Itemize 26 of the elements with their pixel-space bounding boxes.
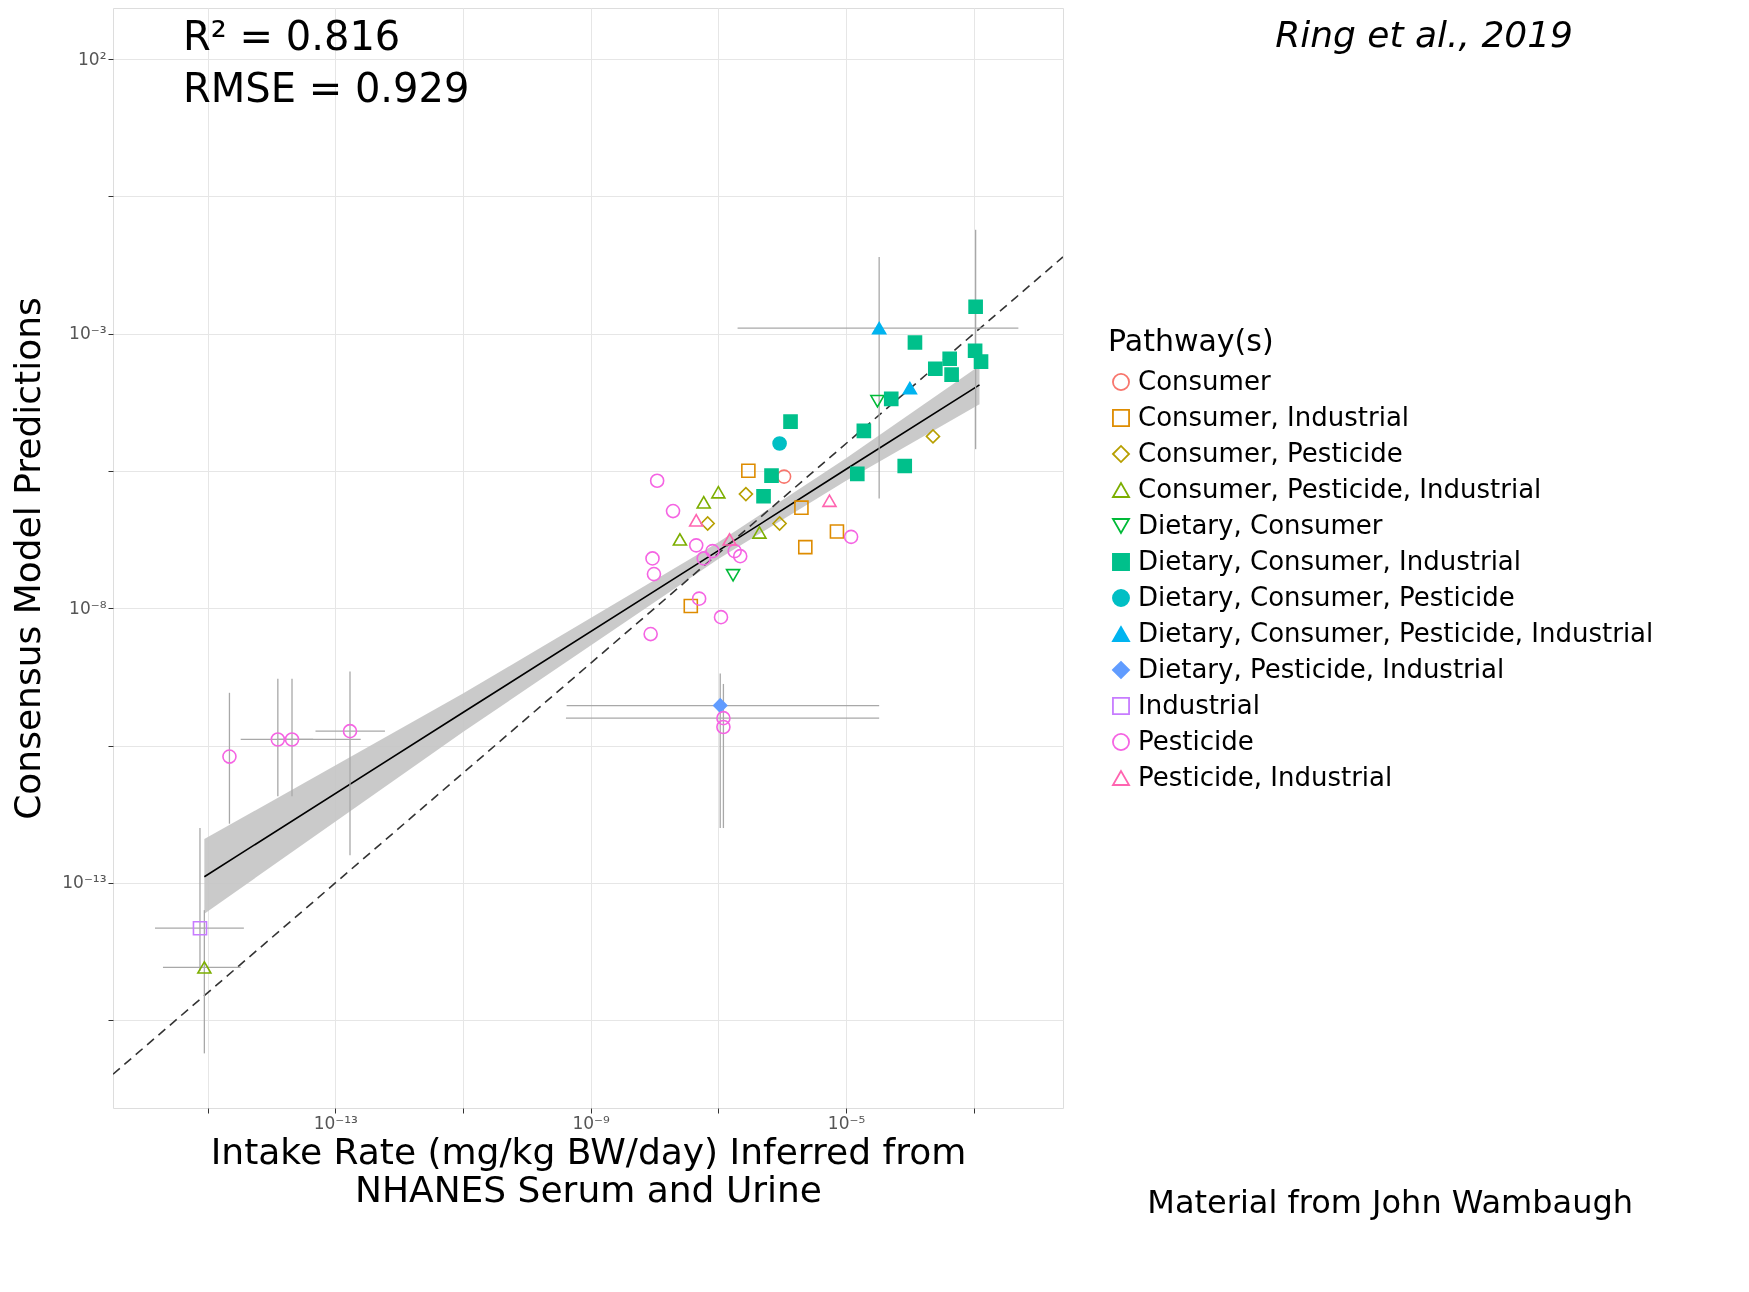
y-tick-label: 10⁻¹³ xyxy=(62,872,107,893)
x-tick-label: 10⁻⁵ xyxy=(827,1112,866,1133)
x-tick-label: 10⁻¹³ xyxy=(313,1112,358,1133)
legend-label: Consumer, Industrial xyxy=(1138,402,1410,432)
legend-label: Dietary, Consumer, Pesticide, Industrial xyxy=(1138,618,1654,648)
legend-label: Consumer xyxy=(1138,366,1271,396)
y-tick-label: 10² xyxy=(78,48,107,69)
x-axis-title: Intake Rate (mg/kg BW/day) Inferred from NHANES Serum and Urine xyxy=(210,1130,967,1210)
text: Ring et al., 2019 xyxy=(1275,14,1573,55)
y-tick-label: 10⁻⁸ xyxy=(69,597,107,618)
legend-label: Pesticide xyxy=(1138,726,1254,756)
legend-label: Consumer, Pesticide, Industrial xyxy=(1138,474,1542,504)
legend-label: Dietary, Consumer, Industrial xyxy=(1138,546,1522,576)
legend-label: Consumer, Pesticide xyxy=(1138,438,1403,468)
y-tick-label: 10⁻³ xyxy=(69,323,107,344)
text: Material from John Wambaugh xyxy=(1147,1183,1633,1221)
legend-label: Pesticide, Industrial xyxy=(1138,762,1393,792)
legend-label: Dietary, Pesticide, Industrial xyxy=(1138,654,1505,684)
legend-label: Industrial xyxy=(1138,690,1260,720)
y-axis-title: Consensus Model Predictions xyxy=(7,297,49,820)
x-tick-label: 10⁻⁹ xyxy=(572,1112,611,1133)
legend-label: Dietary, Consumer xyxy=(1138,510,1383,540)
legend-title: Pathway(s) xyxy=(1108,323,1274,358)
annotation: R² = 0.816 xyxy=(183,13,401,59)
annotation: RMSE = 0.929 xyxy=(183,65,470,111)
legend-label: Dietary, Consumer, Pesticide xyxy=(1138,582,1515,612)
